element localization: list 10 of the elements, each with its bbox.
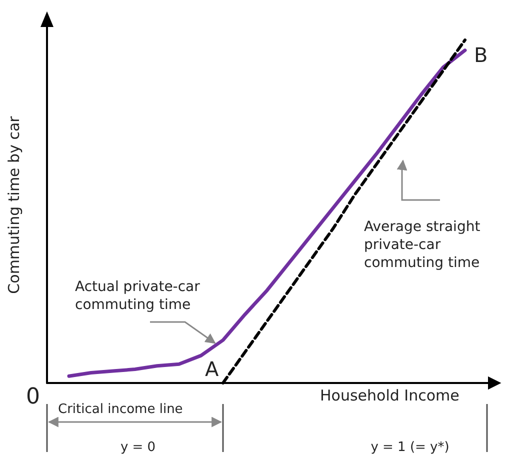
- text: y = 1 (= y*): [370, 440, 450, 455]
- annotation: Actual private-car commuting time: [75, 279, 204, 313]
- annotation: Average straight private-car commuting time: [364, 219, 485, 271]
- y-axis-title: Commuting time by car: [5, 115, 23, 294]
- text: y = 0: [120, 440, 156, 455]
- annotation: B: [474, 43, 488, 67]
- annotation: A: [205, 357, 219, 381]
- x-axis-title: Household Income: [320, 386, 460, 404]
- text: 0: [26, 384, 40, 410]
- text: Critical income line: [58, 402, 183, 417]
